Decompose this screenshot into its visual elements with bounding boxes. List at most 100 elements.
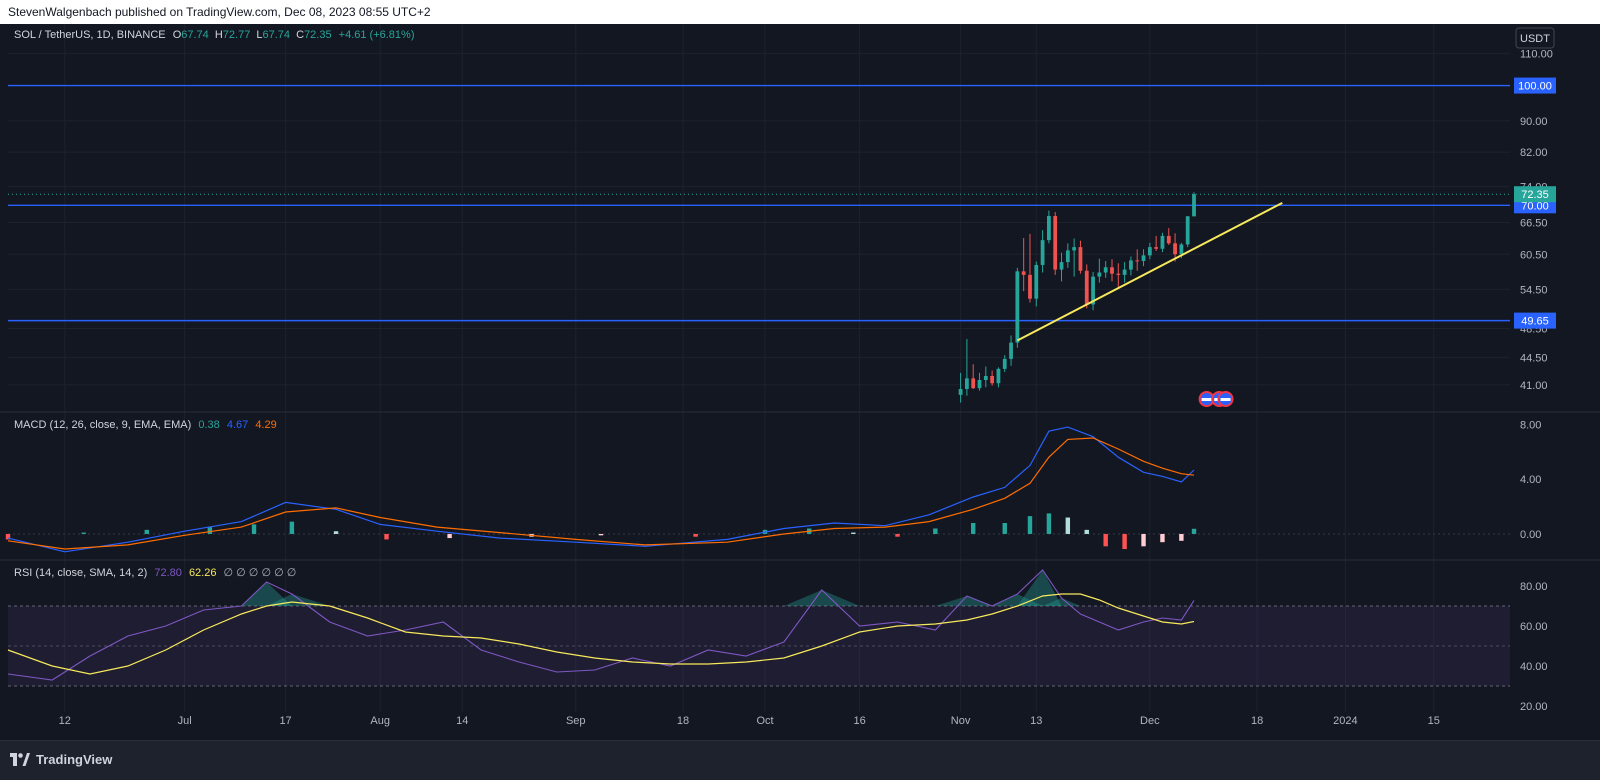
candle-body — [1065, 250, 1070, 263]
time-axis-tick: 14 — [456, 715, 468, 727]
macd-histogram-bar — [933, 528, 938, 534]
last-price-label: 72.35 — [1521, 189, 1549, 201]
us-flag-event-icon[interactable] — [1217, 391, 1234, 407]
price-axis-tick: 90.00 — [1520, 116, 1548, 128]
candle — [1034, 261, 1039, 307]
macd-histogram-bar — [1002, 523, 1007, 534]
price-axis-tick: 41.00 — [1520, 380, 1548, 392]
candle-body — [1160, 235, 1165, 249]
time-axis-tick: Sep — [566, 715, 586, 727]
macd-histogram-bar — [851, 532, 856, 534]
macd-histogram-bar — [384, 533, 389, 540]
candle-body — [996, 368, 1001, 384]
time-axis-tick: Jul — [178, 715, 192, 727]
candle-body — [1166, 235, 1171, 244]
rsi-extras: ∅ ∅ ∅ ∅ ∅ ∅ — [224, 567, 297, 579]
rsi-overbought-fill — [783, 590, 860, 606]
legend-symbol: SOL / TetherUS, 1D, BINANCE — [14, 29, 166, 41]
chart-area[interactable]: 110.0090.0082.0074.0066.5060.5054.5048.5… — [0, 24, 1600, 740]
candle-body — [1047, 216, 1051, 241]
candle-body — [965, 378, 969, 389]
candle — [1129, 256, 1133, 276]
macd-histogram-bar — [144, 529, 149, 534]
trendline[interactable] — [1016, 202, 1283, 342]
candle-body — [1072, 247, 1077, 251]
time-axis-tick: 16 — [854, 715, 866, 727]
rsi-ma-line — [7, 593, 1195, 675]
macd-histogram-bar — [251, 524, 257, 534]
candle-body — [1059, 262, 1064, 270]
currency-button[interactable]: USDT — [1515, 27, 1555, 49]
legend-close: 72.35 — [304, 29, 332, 41]
last-price-badge[interactable] — [1514, 186, 1556, 203]
candle-body — [1141, 255, 1146, 261]
macd-title: MACD (12, 26, close, 9, EMA, EMA) — [14, 419, 191, 431]
price-axis-tick: 66.50 — [1520, 218, 1548, 230]
time-axis-tick: 12 — [59, 715, 71, 727]
candle-body — [1091, 276, 1095, 305]
tradingview-logo-icon — [10, 753, 30, 766]
candle-body — [1078, 247, 1083, 271]
candle — [1097, 258, 1102, 283]
macd-legend: MACD (12, 26, close, 9, EMA, EMA) 0.38 4… — [14, 419, 277, 431]
candle-body — [1084, 270, 1089, 305]
candle — [1147, 242, 1152, 260]
candle — [1173, 233, 1177, 262]
macd-histogram-bar — [289, 521, 295, 534]
macd-histogram-bar — [970, 523, 976, 534]
macd-signal-line — [7, 437, 1195, 550]
candle-body — [1015, 271, 1020, 343]
macd-histogram-bar — [5, 533, 11, 540]
time-axis-tick: 15 — [1428, 715, 1440, 727]
macd-line-value: 4.67 — [227, 419, 248, 431]
candle — [965, 339, 969, 396]
legend: SOL / TetherUS, 1D, BINANCE O67.74 H72.7… — [14, 29, 415, 41]
price-axis[interactable]: 110.0090.0082.0074.0066.5060.5054.5048.5… — [1514, 49, 1556, 713]
candle — [1091, 271, 1095, 311]
us-flag-event-icon[interactable] — [1198, 391, 1215, 407]
price-axis-tick: 110.00 — [1520, 49, 1553, 61]
rsi-title: RSI (14, close, SMA, 14, 2) — [14, 567, 147, 579]
candle — [1040, 230, 1045, 273]
candle-body — [1135, 260, 1140, 262]
rsi-overbought-fill — [241, 582, 292, 606]
time-axis-tick: 17 — [279, 715, 291, 727]
rsi-pane — [7, 569, 1195, 681]
rsi-overbought-fill — [1042, 598, 1081, 606]
currency-button-frame[interactable] — [1515, 27, 1555, 49]
rsi-line — [7, 569, 1195, 681]
macd-signal-value: 4.29 — [255, 419, 276, 431]
legend-open-label: O — [173, 29, 182, 41]
grid — [0, 24, 1600, 712]
event-markers[interactable] — [1198, 391, 1234, 407]
candle-body — [1147, 247, 1152, 256]
legend-change: +4.61 (+6.81%) — [339, 29, 415, 41]
candle-body — [1179, 244, 1184, 255]
price-axis-tick: 82.00 — [1520, 147, 1548, 159]
candle-body — [1122, 269, 1127, 275]
us-flag-event-stripe — [1220, 398, 1231, 401]
time-axis-tick: 13 — [1030, 715, 1042, 727]
horizontal-levels[interactable] — [8, 84, 1510, 322]
rsi-axis-tick: 80.00 — [1520, 581, 1548, 593]
hline-price-label: 70.00 — [1521, 200, 1549, 212]
time-axis-tick: 2024 — [1333, 715, 1357, 727]
trendline-group[interactable] — [1016, 202, 1283, 342]
candle — [1192, 192, 1196, 217]
price-axis-tick: 54.50 — [1520, 284, 1548, 296]
legend-low: 67.74 — [263, 29, 291, 41]
candle — [1065, 243, 1070, 268]
hline-price-badge[interactable] — [1514, 312, 1556, 329]
rsi-legend: RSI (14, close, SMA, 14, 2) 72.80 62.26 … — [14, 567, 296, 579]
candle-body — [977, 380, 982, 389]
rsi-axis-tick: 20.00 — [1520, 701, 1548, 713]
rsi-overbought-fill — [935, 596, 993, 606]
brand[interactable]: TradingView — [10, 752, 112, 767]
time-axis[interactable]: 12 Jul 17 Aug 14 Sep 18 Oct 16 Nov 13 Dec 18 2024 15 — [59, 715, 1440, 727]
macd-histogram-bar — [1046, 513, 1052, 534]
candle — [1166, 228, 1171, 245]
macd-histogram-bar — [1103, 533, 1108, 547]
macd-histogram-bar — [1027, 516, 1033, 534]
macd-histogram-bar — [895, 533, 900, 537]
hline-price-badge[interactable] — [1514, 77, 1556, 94]
